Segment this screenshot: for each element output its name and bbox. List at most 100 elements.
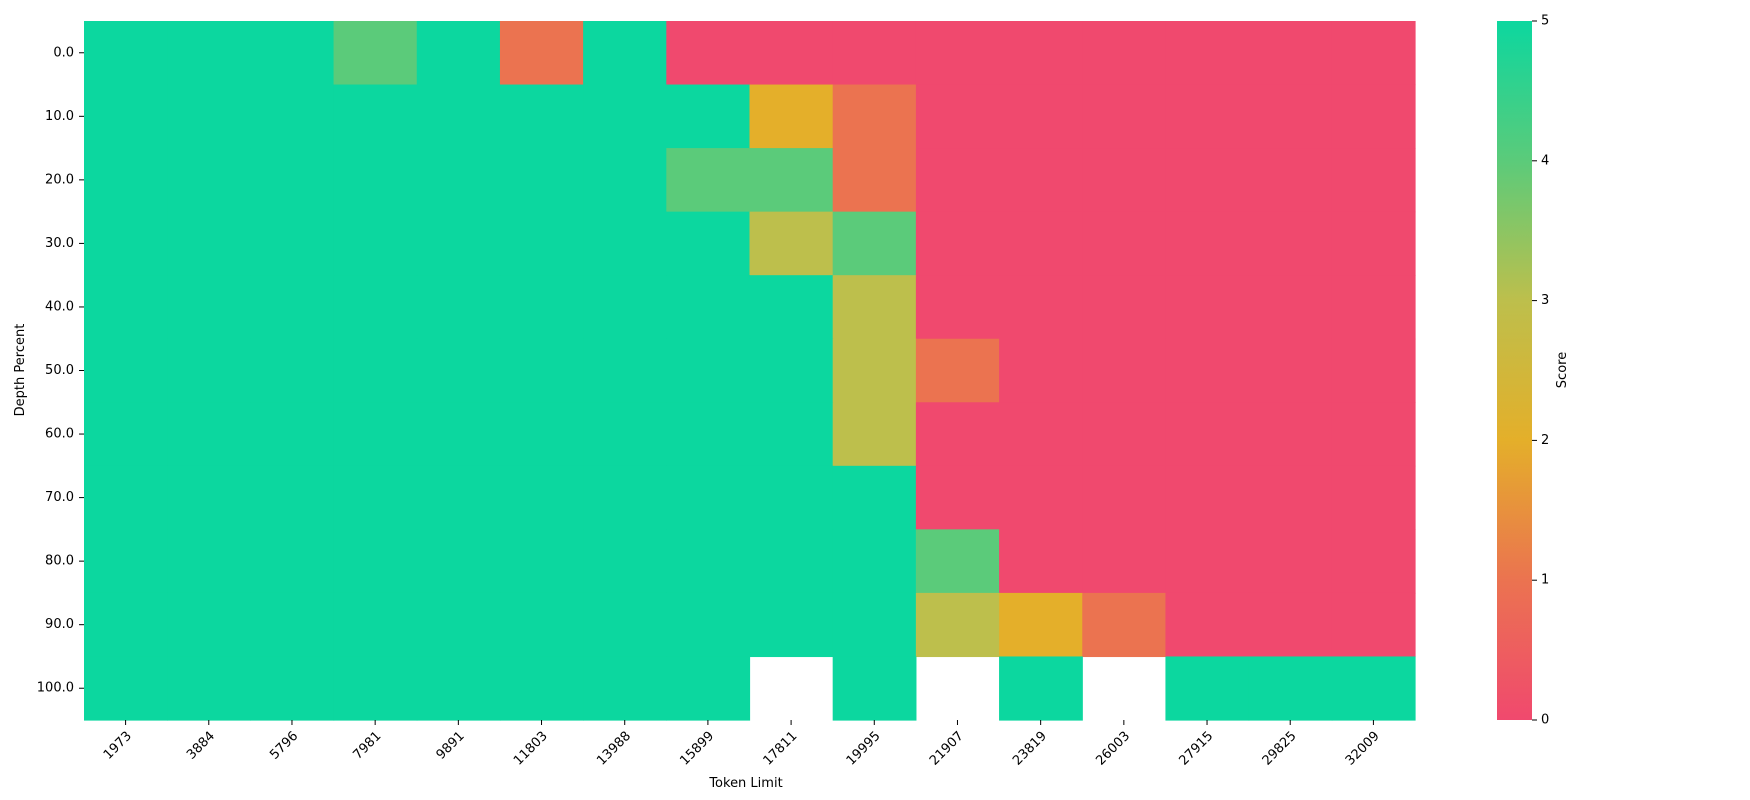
heatmap-cell	[84, 529, 168, 594]
x-tick-label: 11803	[511, 729, 551, 769]
heatmap-cell	[1165, 84, 1250, 149]
x-tick-label: 26003	[1093, 729, 1133, 769]
heatmap-cell	[915, 465, 1000, 530]
heatmap-cell	[416, 211, 501, 276]
heatmap-cell	[250, 465, 335, 530]
heatmap-cell	[499, 592, 584, 658]
heatmap-cell	[1248, 465, 1333, 530]
heatmap-cell	[1165, 656, 1250, 721]
heatmap-cell	[832, 21, 917, 86]
heatmap-cell	[999, 84, 1083, 149]
heatmap-cell	[915, 592, 1000, 658]
heatmap-cell	[1331, 148, 1416, 213]
x-tick-label: 17811	[761, 729, 801, 769]
heatmap-cell	[416, 275, 501, 340]
heatmap-cell	[499, 465, 584, 530]
heatmap-cell	[749, 402, 834, 467]
heatmap-cell	[1331, 338, 1416, 403]
heatmap-cell	[1165, 592, 1250, 658]
heatmap-cell	[832, 275, 917, 340]
heatmap-cell	[583, 275, 667, 340]
heatmap-cell	[84, 592, 168, 658]
y-tick-label: 20.0	[45, 172, 74, 187]
heatmap-cell	[1082, 529, 1167, 594]
y-axis-title: Depth Percent	[13, 324, 28, 417]
heatmap-cell	[167, 529, 251, 594]
heatmap-cell	[333, 275, 418, 340]
heatmap-cell	[499, 21, 584, 86]
colorbar-tick-label: 4	[1541, 153, 1549, 168]
y-tick-label: 100.0	[37, 681, 74, 696]
heatmap-cell	[915, 529, 1000, 594]
heatmap-cell	[1248, 275, 1333, 340]
heatmap-cell	[749, 529, 834, 594]
heatmap-cell	[416, 465, 501, 530]
heatmap-cell	[832, 338, 917, 403]
colorbar	[1497, 21, 1532, 720]
heatmap-cell	[999, 211, 1083, 276]
heatmap-cell	[250, 402, 335, 467]
heatmap-cell	[749, 211, 834, 276]
heatmap-cell	[1165, 21, 1250, 86]
x-axis-ticks: 1973 3884 5796 7981 9891 11803 13988 15899 17811…	[101, 720, 1383, 769]
heatmap-cell	[250, 84, 335, 149]
heatmap-cell	[333, 211, 418, 276]
heatmap-cell	[1331, 592, 1416, 658]
heatmap-cell	[1248, 21, 1333, 86]
heatmap-cell	[1082, 21, 1167, 86]
heatmap-cell	[583, 21, 667, 86]
heatmap-cell	[749, 275, 834, 340]
heatmap-cell	[1082, 402, 1167, 467]
heatmap-cell	[666, 84, 751, 149]
heatmap-cell	[583, 465, 667, 530]
x-tick-label: 3884	[184, 729, 218, 763]
heatmap-cell	[167, 402, 251, 467]
heatmap-cell	[1165, 148, 1250, 213]
heatmap-cell	[999, 529, 1083, 594]
heatmap-cell	[416, 656, 501, 721]
heatmap-cell	[749, 338, 834, 403]
heatmap-cell	[167, 84, 251, 149]
heatmap-cell	[999, 148, 1083, 213]
heatmap-cell	[749, 148, 834, 213]
y-tick-label: 80.0	[45, 554, 74, 569]
heatmap-cell	[1248, 656, 1333, 721]
heatmap-cell	[749, 84, 834, 149]
heatmap-cell	[167, 211, 251, 276]
y-tick-label: 40.0	[45, 299, 74, 314]
heatmap-cell	[915, 211, 1000, 276]
x-tick-label: 7981	[350, 729, 384, 763]
heatmap-cell	[84, 402, 168, 467]
x-axis-title: Token Limit	[708, 776, 782, 791]
heatmap-cell	[666, 211, 751, 276]
y-tick-label: 50.0	[45, 363, 74, 378]
heatmap-cell	[832, 529, 917, 594]
heatmap-cell	[1331, 211, 1416, 276]
heatmap-cell	[333, 592, 418, 658]
y-tick-label: 90.0	[45, 617, 74, 632]
heatmap-cell	[499, 275, 584, 340]
heatmap-cell	[583, 592, 667, 658]
heatmap-cell	[1082, 465, 1167, 530]
heatmap-cell	[1165, 275, 1250, 340]
heatmap-cell	[583, 529, 667, 594]
heatmap-cell	[333, 338, 418, 403]
heatmap-cell	[583, 211, 667, 276]
heatmap-cell	[499, 211, 584, 276]
heatmap-cell	[666, 148, 751, 213]
colorbar-tick-label: 5	[1541, 14, 1549, 29]
heatmap-cell	[84, 84, 168, 149]
heatmap-cell	[333, 84, 418, 149]
heatmap-cell	[915, 402, 1000, 467]
colorbar-tick-label: 2	[1541, 433, 1549, 448]
colorbar-tick-label: 3	[1541, 293, 1549, 308]
heatmap-cell	[250, 592, 335, 658]
y-tick-label: 60.0	[45, 427, 74, 442]
heatmap-cell	[666, 529, 751, 594]
x-tick-label: 15899	[677, 729, 717, 769]
heatmap-cell	[1165, 402, 1250, 467]
x-tick-label: 21907	[927, 729, 967, 769]
heatmap-cell	[1082, 275, 1167, 340]
y-tick-label: 10.0	[45, 109, 74, 124]
heatmap-cell	[832, 402, 917, 467]
